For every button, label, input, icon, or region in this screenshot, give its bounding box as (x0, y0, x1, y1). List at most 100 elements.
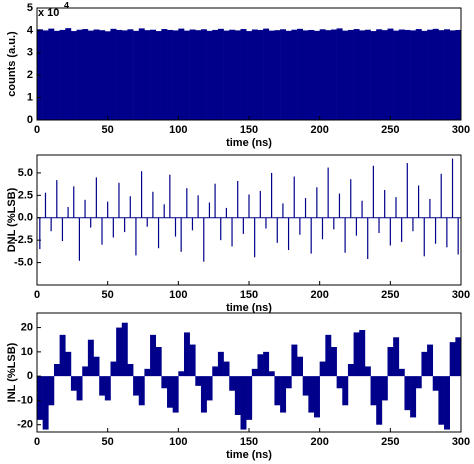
bar (364, 366, 371, 377)
bar (410, 30, 417, 120)
bar (393, 337, 400, 377)
bar (319, 29, 326, 121)
x-tick-label: 250 (381, 436, 399, 448)
bar (189, 344, 196, 377)
y-tick-label: 20 (21, 321, 33, 333)
y-scale-label: x 10 (38, 7, 59, 19)
bar (167, 29, 173, 121)
bar (217, 28, 224, 120)
x-tick-label: 300 (452, 436, 470, 448)
y-tick-label: 1 (27, 92, 33, 104)
bar (404, 29, 411, 121)
bar (280, 29, 287, 121)
x-tick-label: 200 (310, 289, 328, 301)
x-tick-label: 200 (310, 124, 328, 136)
bar (297, 356, 304, 377)
y-axis-label: INL (%LSB) (6, 342, 18, 402)
y-scale-exponent: 4 (64, 0, 69, 10)
bar (223, 361, 230, 377)
bar (455, 337, 462, 377)
bar (353, 29, 360, 120)
bar (427, 29, 434, 121)
bar (99, 376, 106, 396)
bar (246, 31, 253, 121)
bar (53, 30, 60, 120)
bar (195, 30, 202, 120)
bar (251, 29, 258, 121)
bar (82, 366, 89, 377)
bar (138, 376, 145, 406)
bar (59, 29, 66, 121)
x-tick-label: 0 (34, 436, 40, 448)
y-tick-label: 10 (21, 346, 33, 358)
bar (93, 29, 100, 121)
x-tick-label: 100 (169, 124, 187, 136)
bar (274, 376, 281, 406)
bar (257, 29, 264, 121)
bar (274, 30, 281, 120)
bar (93, 356, 100, 377)
bar (432, 376, 439, 391)
bar (393, 30, 400, 120)
bar (48, 28, 55, 120)
y-tick-label: 2 (27, 69, 33, 81)
bar (110, 361, 117, 377)
bar (347, 364, 354, 377)
bar (150, 334, 157, 377)
bar (144, 30, 151, 120)
bar (183, 332, 190, 377)
bar (161, 376, 168, 389)
bar (359, 330, 366, 377)
bar (212, 366, 219, 377)
bar (376, 376, 383, 425)
bar (387, 28, 394, 120)
bar (427, 344, 434, 377)
y-tick-label: 4 (27, 24, 34, 36)
x-tick-label: 200 (310, 436, 328, 448)
bar (421, 351, 428, 377)
x-tick-label: 0 (34, 124, 40, 136)
bar (70, 376, 77, 391)
bar (234, 376, 241, 415)
bar (37, 376, 43, 420)
y-tick-label: 0.0 (18, 212, 33, 224)
bar (257, 354, 264, 377)
bar (223, 30, 230, 120)
bar (336, 28, 343, 120)
bar (116, 29, 123, 121)
bar (291, 344, 298, 377)
bar (161, 29, 168, 120)
y-tick-label: 0 (27, 114, 33, 126)
y-tick-label: 0 (27, 370, 33, 382)
bar (167, 376, 173, 408)
bar (364, 29, 371, 121)
x-tick-label: 150 (240, 124, 258, 136)
bar (104, 31, 111, 121)
bar (330, 29, 337, 121)
bar (342, 376, 349, 406)
bar (53, 364, 60, 377)
bar (206, 30, 213, 120)
bar (37, 29, 43, 121)
bar (127, 364, 134, 377)
x-tick-label: 300 (452, 124, 470, 136)
bar (42, 30, 49, 120)
bar (314, 30, 320, 120)
bar (438, 376, 445, 425)
bar (410, 376, 417, 418)
bar (353, 332, 360, 377)
bar (251, 368, 258, 377)
bar (325, 30, 332, 120)
x-tick-label: 300 (452, 289, 470, 301)
y-tick-label: -5.0 (14, 256, 33, 268)
bar (308, 29, 315, 121)
x-tick-label: 50 (102, 289, 114, 301)
bar (415, 29, 422, 120)
bar (444, 376, 450, 430)
plot-frame (36, 154, 462, 286)
bar (455, 29, 462, 121)
y-tick-label: -20 (17, 419, 33, 431)
bar (291, 29, 298, 121)
bar (308, 376, 315, 413)
bar (87, 339, 94, 377)
